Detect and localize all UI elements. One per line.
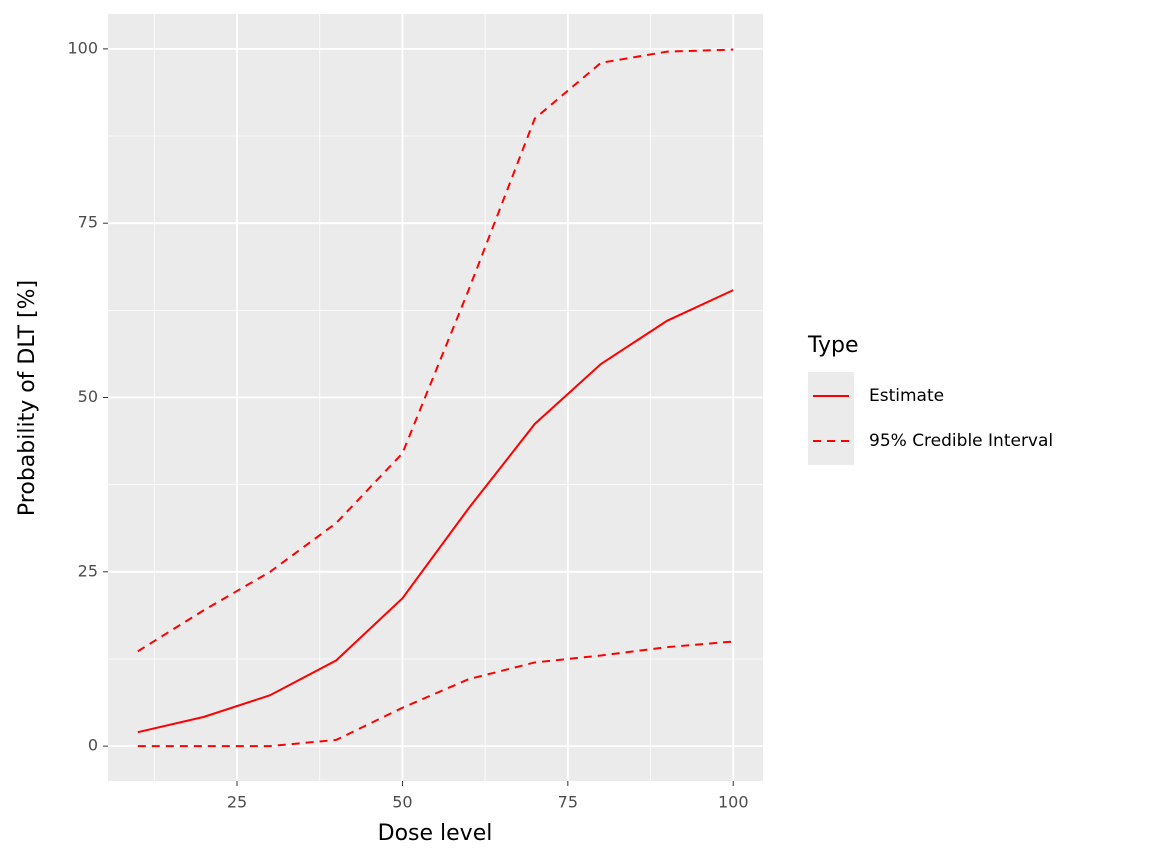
legend-title: Type [807, 333, 859, 358]
line-values [137, 289, 734, 734]
x-tick-label: 25 [227, 793, 247, 812]
x-tick-label: 50 [392, 793, 412, 812]
legend: Estimate 95% Credible Interval [813, 386, 1053, 451]
y-tick-label: 0 [88, 736, 98, 755]
y-tick-label: 25 [78, 561, 98, 580]
y-tick-label: 100 [67, 38, 98, 57]
legend-label: 95% Credible Interval [869, 431, 1053, 451]
x-axis-title: Dose level [378, 821, 493, 846]
x-tick-label: 75 [558, 793, 578, 812]
x-tick-label: 100 [718, 793, 749, 812]
lines [137, 48, 734, 748]
grid [108, 14, 763, 781]
y-tick-label: 75 [78, 213, 98, 232]
line-lower [137, 640, 734, 748]
y-tick-label: 50 [78, 387, 98, 406]
legend-label: Estimate [869, 386, 944, 406]
y-axis-title: Probability of DLT [%] [15, 280, 40, 516]
line-upper [137, 48, 734, 653]
legend-key-bg [808, 372, 854, 465]
